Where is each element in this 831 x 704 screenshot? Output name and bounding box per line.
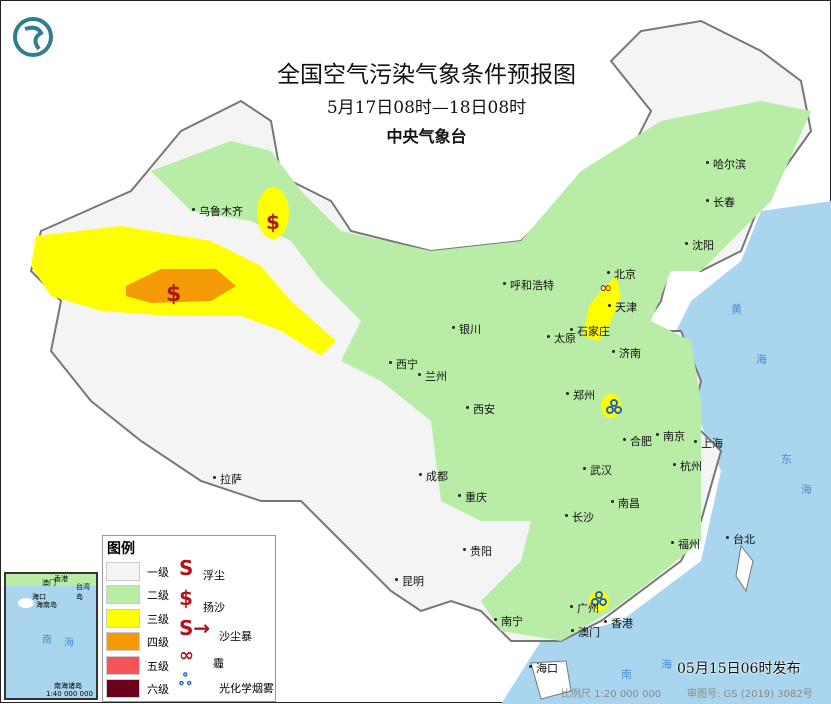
sea-label: 海 (801, 483, 812, 496)
level-6-swatch (106, 679, 140, 698)
inset-scale: 1:40 000 000 (46, 690, 93, 698)
hainan-island (530, 660, 572, 700)
city-label: 广州 (570, 602, 599, 615)
city-label: 沈阳 (685, 239, 714, 252)
level-5-swatch (106, 656, 140, 675)
city-label: 武汉 (583, 464, 612, 477)
photochemical-smog-icon: ஃ (179, 670, 192, 689)
symbol-label: 霾 (213, 657, 224, 670)
logo-icon (13, 17, 53, 57)
level-3-swatch (106, 609, 140, 628)
city-label: 福州 (671, 538, 700, 551)
sea-label: 东 (781, 453, 792, 466)
city-label: 兰州 (418, 370, 447, 383)
blowing-sand-marker-north: $ (266, 210, 280, 234)
city-label: 重庆 (458, 491, 487, 504)
inset-label: 香港 (54, 575, 68, 583)
level-label: 六级 (147, 683, 169, 696)
symbol-label: 浮尘 (203, 569, 225, 582)
legend-title: 图例 (107, 541, 135, 557)
map-title: 全国空气污染气象条件预报图 (277, 62, 576, 88)
inset-label: 南 (42, 635, 52, 646)
city-label: 南京 (656, 430, 685, 443)
inset-label: 海南岛 (36, 601, 57, 609)
inset-label: 海口 (32, 593, 46, 601)
level-label: 四级 (147, 636, 169, 649)
legend: 图例 一级 二级 三级 四级 五级 六级 S $ S→ ∞ ஃ 浮尘 扬沙 沙尘… (102, 535, 276, 702)
inset-label: 台湾岛 (76, 583, 90, 601)
city-label: 哈尔滨 (706, 158, 746, 171)
city-label: 上海 (694, 437, 723, 450)
photochemical-smog-marker-guangdong (591, 591, 607, 606)
issue-time: 05月15日06时发布 (677, 661, 801, 677)
sea-label: 黄 (731, 303, 742, 316)
city-label: 西安 (466, 403, 495, 416)
city-label: 合肥 (623, 435, 652, 448)
level-4-swatch (106, 632, 140, 651)
symbol-label: 沙尘暴 (219, 630, 252, 643)
forecast-period: 5月17日08时—18日08时 (326, 98, 527, 118)
map-scale: 比例尺 1:20 000 000 (561, 689, 662, 700)
level-label: 三级 (147, 613, 169, 626)
symbol-label: 光化学烟雾 (219, 682, 274, 695)
city-label: 太原 (547, 332, 576, 345)
level-label: 一级 (147, 566, 169, 579)
city-label: 长春 (706, 196, 735, 209)
city-label: 拉萨 (213, 473, 242, 486)
level-2-swatch (106, 585, 140, 604)
city-label: 西宁 (389, 358, 418, 371)
map-review-number: 审图号: GS (2019) 3082号 (687, 689, 813, 700)
symbol-label: 扬沙 (203, 601, 225, 614)
city-label: 昆明 (395, 575, 424, 588)
city-label: 贵阳 (463, 545, 492, 558)
photochemical-smog-marker-henan (606, 399, 622, 414)
blowing-sand-icon: $ (179, 586, 193, 610)
level-1-swatch (106, 562, 140, 581)
city-label: 海口 (529, 662, 558, 675)
taiwan-island (735, 544, 754, 593)
sea-label: 海 (756, 353, 767, 366)
level-label: 五级 (147, 660, 169, 673)
city-label: 北京 (607, 268, 636, 281)
south-china-sea-inset: 澳门 香港 台湾岛 海口 海南岛 南 海 南海诸岛 1:40 000 000 (4, 572, 98, 700)
level-3-area-north-xinjiang (257, 187, 289, 239)
city-label: 银川 (452, 323, 481, 336)
blowing-sand-marker: $ (166, 282, 181, 307)
level-2-area (151, 101, 811, 641)
haze-icon: ∞ (179, 645, 194, 666)
floating-dust-icon: S (179, 556, 194, 580)
inset-label: 澳门 (42, 579, 56, 587)
city-label: 成都 (419, 470, 448, 483)
sandstorm-icon: S→ (179, 616, 211, 640)
level-4-area-tarim (126, 269, 236, 303)
city-label: 南宁 (494, 615, 523, 628)
issuer: 中央气象台 (386, 127, 467, 146)
city-label: 郑州 (566, 389, 595, 402)
city-label: 台北 (726, 533, 755, 546)
level-3-area-hebei (583, 276, 621, 341)
city-label: 石家庄 (570, 325, 610, 338)
inset-label: 南海诸岛 (54, 682, 82, 690)
inset-label: 海 (64, 638, 74, 649)
sea-label: 海 (661, 658, 672, 671)
city-label: 香港 (604, 617, 633, 630)
city-label: 南昌 (611, 497, 640, 510)
sea-label: 南 (621, 668, 632, 681)
level-label: 二级 (147, 589, 169, 602)
level-3-area-guangdong (589, 591, 609, 611)
city-label: 杭州 (673, 460, 702, 473)
city-label: 济南 (612, 347, 641, 360)
city-label: 长沙 (565, 511, 594, 524)
haze-marker-beijing: ∞ (599, 278, 612, 297)
city-label: 澳门 (571, 626, 600, 639)
city-label: 乌鲁木齐 (192, 205, 243, 218)
city-label: 呼和浩特 (503, 279, 554, 292)
city-label: 天津 (608, 301, 637, 314)
